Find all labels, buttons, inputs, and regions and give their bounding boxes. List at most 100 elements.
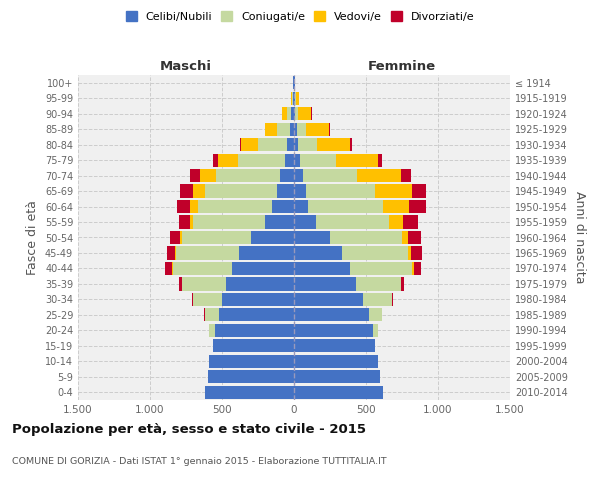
Bar [410, 246, 422, 260]
Bar [294, 76, 295, 90]
Bar [291, 107, 294, 120]
Bar [251, 231, 294, 244]
Bar [298, 107, 311, 120]
Bar [374, 340, 376, 352]
Bar [412, 184, 427, 198]
Bar [176, 246, 239, 260]
Bar [175, 246, 176, 260]
Bar [329, 122, 330, 136]
Bar [226, 278, 294, 290]
Text: Popolazione per età, sesso e stato civile - 2015: Popolazione per età, sesso e stato civil… [12, 422, 366, 436]
Bar [295, 107, 298, 120]
Bar [215, 324, 294, 337]
Bar [294, 92, 295, 105]
Bar [204, 308, 205, 322]
Bar [239, 246, 294, 260]
Bar [179, 216, 190, 228]
Bar [294, 154, 300, 166]
Bar [317, 138, 350, 151]
Bar [294, 262, 350, 275]
Bar [373, 324, 377, 337]
Bar [294, 354, 377, 368]
Bar [412, 262, 413, 275]
Text: COMUNE DI GORIZIA - Dati ISTAT 1° gennaio 2015 - Elaborazione TUTTITALIA.IT: COMUNE DI GORIZIA - Dati ISTAT 1° gennai… [12, 458, 386, 466]
Bar [193, 184, 205, 198]
Bar [222, 293, 294, 306]
Bar [291, 92, 292, 105]
Bar [258, 138, 287, 151]
Bar [180, 184, 193, 198]
Bar [240, 138, 241, 151]
Bar [293, 92, 294, 105]
Bar [294, 293, 363, 306]
Bar [336, 154, 377, 166]
Bar [369, 308, 382, 322]
Legend: Celibi/Nubili, Coniugati/e, Vedovi/e, Divorziati/e: Celibi/Nubili, Coniugati/e, Vedovi/e, Di… [122, 8, 478, 25]
Bar [182, 231, 251, 244]
Bar [205, 184, 277, 198]
Bar [232, 262, 294, 275]
Bar [173, 262, 232, 275]
Bar [265, 216, 294, 228]
Bar [294, 184, 305, 198]
Bar [205, 386, 294, 399]
Bar [280, 169, 294, 182]
Bar [293, 76, 294, 90]
Bar [208, 370, 294, 384]
Bar [363, 293, 392, 306]
Bar [205, 308, 219, 322]
Bar [294, 169, 302, 182]
Bar [389, 216, 403, 228]
Bar [408, 246, 410, 260]
Bar [192, 293, 193, 306]
Bar [294, 340, 374, 352]
Bar [294, 308, 369, 322]
Bar [200, 169, 216, 182]
Bar [377, 154, 382, 166]
Bar [167, 246, 175, 260]
Bar [218, 154, 238, 166]
Bar [197, 200, 272, 213]
Bar [383, 200, 409, 213]
Bar [294, 278, 356, 290]
Bar [190, 169, 200, 182]
Bar [272, 200, 294, 213]
Bar [287, 138, 294, 151]
Bar [165, 262, 172, 275]
Bar [294, 231, 330, 244]
Bar [286, 154, 294, 166]
Bar [294, 107, 295, 120]
Bar [302, 169, 358, 182]
Bar [311, 107, 312, 120]
Bar [193, 293, 222, 306]
Bar [305, 184, 374, 198]
Bar [297, 122, 305, 136]
Bar [294, 386, 383, 399]
Bar [300, 154, 336, 166]
Bar [402, 231, 408, 244]
Y-axis label: Fasce di età: Fasce di età [26, 200, 39, 275]
Bar [296, 92, 299, 105]
Bar [409, 200, 427, 213]
Bar [298, 138, 317, 151]
Bar [212, 340, 214, 352]
Bar [283, 107, 287, 120]
Bar [216, 169, 280, 182]
Bar [308, 200, 383, 213]
Bar [182, 278, 226, 290]
Bar [294, 122, 297, 136]
Bar [316, 216, 389, 228]
Bar [179, 278, 182, 290]
Bar [219, 308, 294, 322]
Bar [374, 184, 412, 198]
Text: Femmine: Femmine [368, 60, 436, 74]
Y-axis label: Anni di nascita: Anni di nascita [573, 191, 586, 284]
Bar [190, 200, 197, 213]
Bar [238, 154, 286, 166]
Bar [294, 200, 308, 213]
Bar [341, 246, 408, 260]
Bar [413, 262, 421, 275]
Bar [170, 231, 180, 244]
Bar [294, 216, 316, 228]
Bar [356, 278, 401, 290]
